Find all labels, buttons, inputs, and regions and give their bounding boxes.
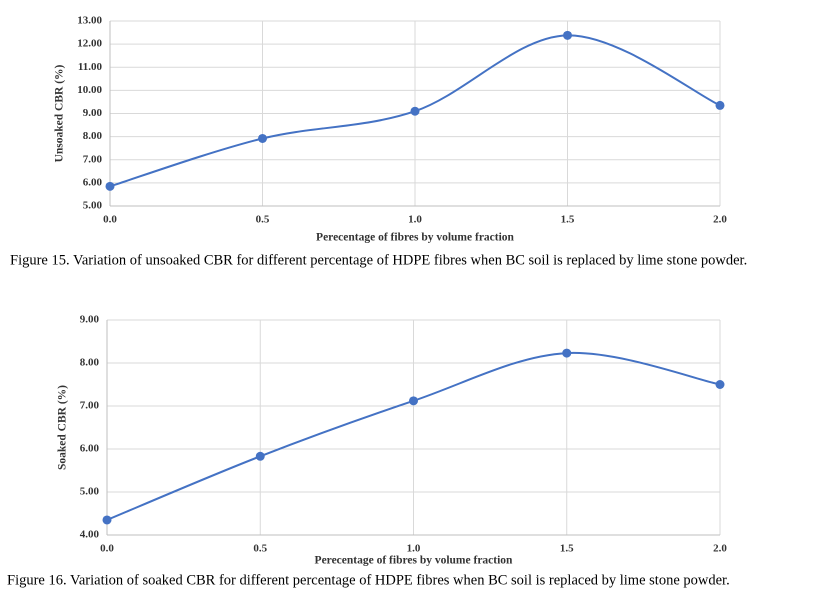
data-point <box>255 451 265 461</box>
x-tick-label: 2.0 <box>713 214 727 226</box>
data-point <box>410 106 420 116</box>
x-tick-label: 2.0 <box>713 543 727 555</box>
data-point <box>715 100 725 110</box>
x-tick-label: 0.0 <box>100 543 114 555</box>
x-axis-title: Perecentage of fibres by volume fraction <box>316 232 515 244</box>
y-tick-label: 8.00 <box>80 357 100 369</box>
x-tick-label: 1.5 <box>561 214 575 226</box>
y-tick-label: 4.00 <box>80 529 100 541</box>
x-axis-title: Perecentage of fibres by volume fraction <box>315 555 514 567</box>
figure-caption: Figure 15. Variation of unsoaked CBR for… <box>10 252 747 268</box>
figure-caption: Figure 16. Variation of soaked CBR for d… <box>7 572 730 588</box>
data-point <box>105 181 115 191</box>
data-point <box>562 348 572 358</box>
data-point <box>102 515 112 525</box>
y-tick-label: 6.00 <box>83 176 103 188</box>
data-point <box>258 133 267 143</box>
y-tick-label: 13.00 <box>77 15 102 27</box>
y-tick-label: 11.00 <box>78 61 103 73</box>
x-tick-label: 0.5 <box>256 214 270 226</box>
y-axis-title: Unsoaked CBR (%) <box>54 64 66 162</box>
y-tick-label: 5.00 <box>83 200 103 212</box>
data-point <box>409 396 418 406</box>
y-tick-label: 9.00 <box>83 107 103 119</box>
y-tick-label: 7.00 <box>83 153 103 165</box>
y-tick-label: 5.00 <box>80 486 100 498</box>
x-tick-label: 1.5 <box>560 543 574 555</box>
x-tick-label: 1.0 <box>407 543 421 555</box>
x-tick-label: 1.0 <box>408 214 422 226</box>
y-tick-label: 10.00 <box>77 84 102 96</box>
y-tick-label: 7.00 <box>80 400 100 412</box>
y-tick-label: 12.00 <box>77 38 102 50</box>
y-tick-label: 9.00 <box>80 314 100 326</box>
x-tick-label: 0.5 <box>253 543 267 555</box>
y-axis-title: Soaked CBR (%) <box>57 385 69 470</box>
data-point <box>715 380 725 389</box>
data-point <box>563 30 572 40</box>
x-tick-label: 0.0 <box>103 214 117 226</box>
y-tick-label: 6.00 <box>80 443 100 455</box>
y-tick-label: 8.00 <box>83 130 103 142</box>
